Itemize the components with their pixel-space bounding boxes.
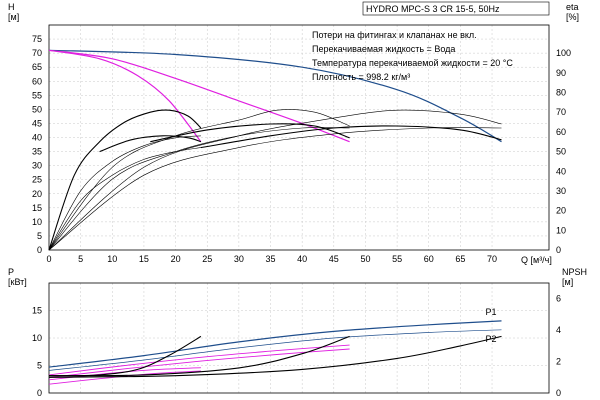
system-curve <box>48 49 202 143</box>
power-y-tick-labels: 0 5 10 15 <box>32 306 42 399</box>
y-tick-label: 60 <box>32 76 42 86</box>
npsh-tick-label: 4 <box>556 325 561 335</box>
head-chart-frame <box>48 24 550 251</box>
eff-curve <box>200 125 502 149</box>
npsh-tick-label: 6 <box>556 294 561 304</box>
power-tick-label: 5 <box>37 361 42 371</box>
power-tick-label: 10 <box>32 333 42 343</box>
note-temperature: Температура перекачиваемой жидкости = 20… <box>312 58 513 68</box>
series-label-p2: P2 <box>486 334 497 344</box>
y2-tick-label: 30 <box>556 186 566 196</box>
x-tick-label: 30 <box>234 254 244 264</box>
x-tick-label: 0 <box>46 254 51 264</box>
power-tick-label: 0 <box>37 388 42 398</box>
system-curve <box>48 370 201 385</box>
y2-tick-label: 10 <box>556 225 566 235</box>
x-tick-label: 40 <box>297 254 307 264</box>
eff-curve <box>48 127 502 251</box>
power-chart-frame <box>48 282 550 394</box>
y-tick-label: 40 <box>32 133 42 143</box>
eff-curve <box>48 335 202 377</box>
y-axis-label: H [м] <box>8 2 19 22</box>
npsh-axis-label: NPSH [м] <box>562 267 587 287</box>
y-tick-label: 10 <box>32 217 42 227</box>
power_p2-curve <box>48 329 502 371</box>
y-tick-label: 65 <box>32 62 42 72</box>
y-tick-label: 20 <box>32 189 42 199</box>
note-fittings: Потери на фитингах и клапанах не вкл. <box>312 30 477 40</box>
x-tick-label: 55 <box>392 254 402 264</box>
system-curve <box>48 344 350 376</box>
x-tick-label: 50 <box>360 254 370 264</box>
y2-tick-label: 100 <box>556 48 571 58</box>
x-tick-label: 20 <box>171 254 181 264</box>
power-series-labels: P1 P2 <box>486 307 497 344</box>
x-tick-label: 60 <box>424 254 434 264</box>
x-tick-label: 35 <box>266 254 276 264</box>
y-tick-label: 45 <box>32 118 42 128</box>
y2-axis-label: eta [%] <box>566 2 579 22</box>
y2-tick-label: 0 <box>556 245 561 255</box>
x-tick-labels: 0 5 10 15 20 25 30 35 40 45 50 55 60 65 70 <box>46 254 497 264</box>
npsh-tick-labels: 0 2 4 6 <box>556 294 561 398</box>
y-tick-label: 55 <box>32 90 42 100</box>
system-curve <box>48 348 350 379</box>
x-tick-label: 70 <box>487 254 497 264</box>
power-axis-label: P [кВт] <box>8 267 27 287</box>
x-tick-label: 10 <box>107 254 117 264</box>
x-tick-label: 65 <box>455 254 465 264</box>
eff-curve <box>48 109 202 251</box>
y-tick-labels: 0 5 10 15 20 25 30 35 40 45 50 55 60 65 70 75 <box>32 34 42 255</box>
series-label-p1: P1 <box>486 307 497 317</box>
y-tick-label: 35 <box>32 147 42 157</box>
y-tick-label: 75 <box>32 34 42 44</box>
x-tick-label: 15 <box>139 254 149 264</box>
y2-tick-label: 90 <box>556 68 566 78</box>
y-tick-label: 15 <box>32 203 42 213</box>
head-curve <box>48 49 502 143</box>
y2-tick-label: 60 <box>556 127 566 137</box>
eff-curve <box>48 335 350 377</box>
y-tick-label: 50 <box>32 104 42 114</box>
x-axis-label: Q [м³/ч] <box>521 255 552 265</box>
power_p1-curve <box>48 320 502 368</box>
npsh-tick-label: 2 <box>556 357 561 367</box>
power-tick-label: 15 <box>32 306 42 316</box>
y-tick-label: 25 <box>32 175 42 185</box>
y2-tick-label: 70 <box>556 107 566 117</box>
y2-tick-label: 20 <box>556 206 566 216</box>
x-tick-label: 25 <box>202 254 212 264</box>
power-chart-grid <box>49 283 549 393</box>
eff-curve <box>99 135 202 153</box>
power-chart-curves <box>48 320 502 385</box>
y2-tick-label: 50 <box>556 147 566 157</box>
y2-tick-label: 80 <box>556 88 566 98</box>
y-tick-label: 5 <box>37 231 42 241</box>
title-box <box>362 1 550 16</box>
eff-curve <box>48 135 201 251</box>
npsh-tick-label: 0 <box>556 388 561 398</box>
eff-curve <box>48 335 502 378</box>
eff-curve <box>48 127 350 251</box>
x-tick-label: 45 <box>329 254 339 264</box>
eff-curve <box>48 147 201 251</box>
eff-curve <box>48 109 502 251</box>
note-liquid: Перекачиваемая жидкость = Вода <box>312 44 455 54</box>
chart-title: HYDRO MPC-S 3 CR 15-5, 50Hz <box>366 4 500 14</box>
eff-curve <box>48 109 350 251</box>
y2-tick-labels: 0 10 20 30 40 50 60 70 80 90 100 <box>556 48 571 255</box>
head-chart-curves <box>48 49 502 251</box>
note-density: Плотность = 998.2 кг/м³ <box>312 72 410 82</box>
y-tick-label: 70 <box>32 48 42 58</box>
y2-tick-label: 40 <box>556 166 566 176</box>
y-tick-label: 0 <box>37 245 42 255</box>
x-tick-label: 5 <box>78 254 83 264</box>
y-tick-label: 30 <box>32 161 42 171</box>
